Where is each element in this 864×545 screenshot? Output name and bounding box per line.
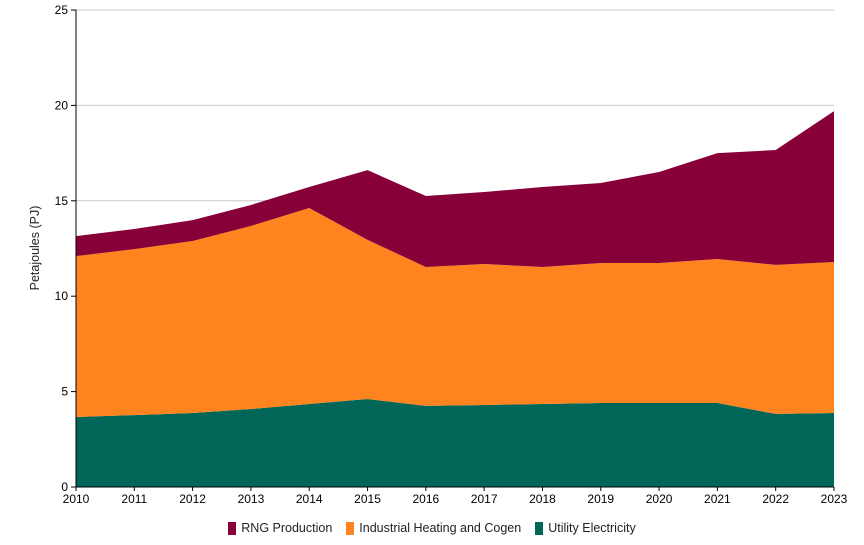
y-tick-label: 15 — [55, 194, 69, 208]
legend-label: Industrial Heating and Cogen — [359, 521, 522, 535]
legend-swatch — [346, 521, 355, 535]
x-tick-label: 2023 — [821, 492, 848, 506]
x-tick-label: 2019 — [587, 492, 614, 506]
y-tick-label: 5 — [61, 385, 68, 399]
legend-item: RNG Production — [228, 521, 332, 535]
x-tick-label: 2020 — [646, 492, 673, 506]
legend-label: Utility Electricity — [548, 521, 636, 535]
x-tick-label: 2017 — [471, 492, 498, 506]
y-tick-label: 20 — [55, 98, 69, 112]
x-tick-label: 2011 — [121, 492, 147, 506]
legend-swatch — [535, 521, 544, 535]
y-axis-label: Petajoules (PJ) — [28, 206, 42, 291]
y-tick-label: 0 — [61, 480, 68, 494]
area-industrial-heating-and-cogen — [76, 208, 834, 417]
y-tick-label: 10 — [55, 289, 69, 303]
legend-label: RNG Production — [241, 521, 333, 535]
y-tick-label: 25 — [55, 3, 69, 17]
x-tick-label: 2016 — [412, 492, 439, 506]
legend-item: Industrial Heating and Cogen — [346, 521, 521, 535]
x-tick-label: 2014 — [296, 492, 323, 506]
x-tick-label: 2021 — [704, 492, 731, 506]
x-tick-label: 2012 — [179, 492, 206, 506]
legend: RNG Production Industrial Heating and Cog… — [0, 521, 864, 535]
legend-item: Utility Electricity — [535, 521, 636, 535]
x-tick-label: 2018 — [529, 492, 556, 506]
legend-swatch — [228, 521, 237, 535]
area-rng-production — [76, 111, 834, 268]
x-tick-label: 2022 — [762, 492, 789, 506]
x-tick-label: 2015 — [354, 492, 381, 506]
x-tick-label: 2013 — [238, 492, 265, 506]
x-tick-label: 2010 — [63, 492, 90, 506]
area-utility-electricity — [76, 399, 834, 487]
